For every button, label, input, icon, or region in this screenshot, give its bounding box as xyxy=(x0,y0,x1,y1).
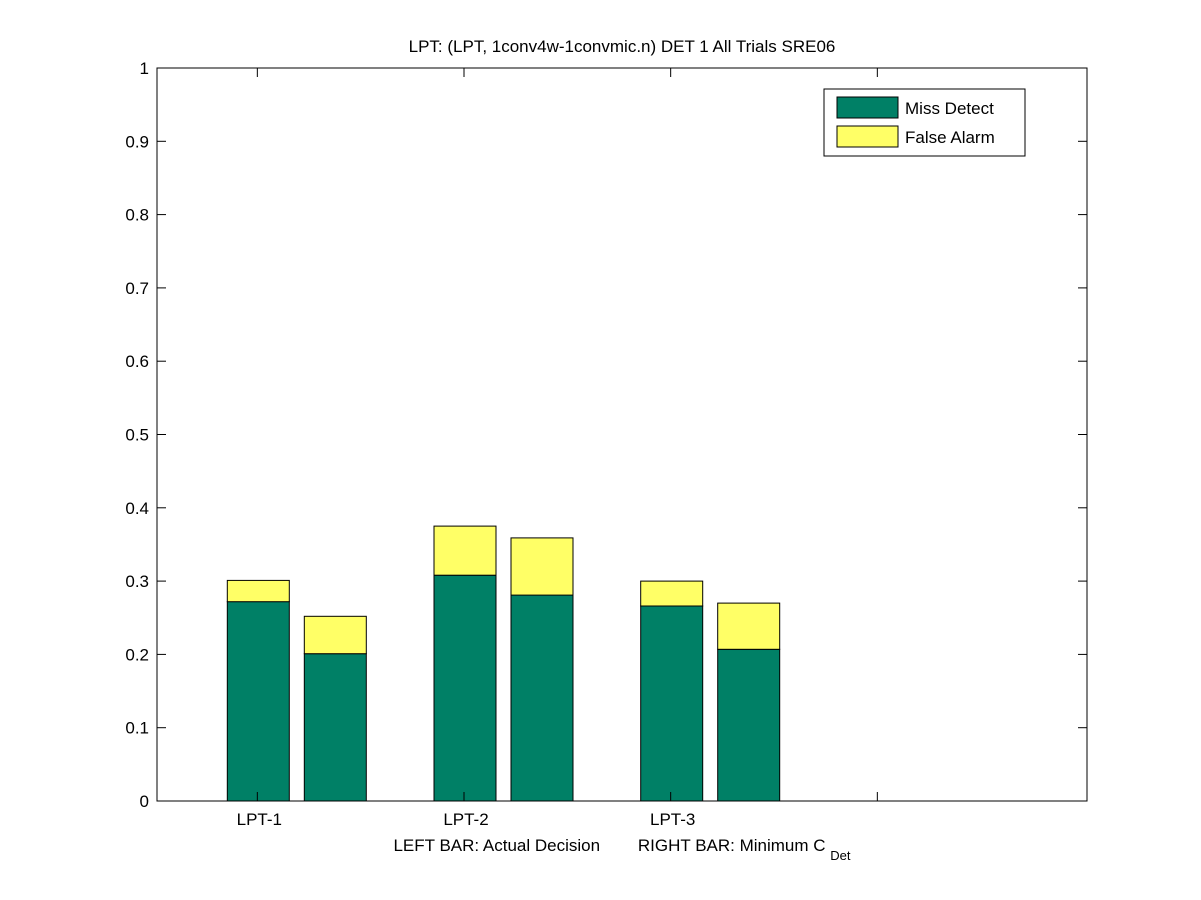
legend-label-miss-detect: Miss Detect xyxy=(905,99,994,118)
y-axis-tick-labels: 0 0.1 0.2 0.3 0.4 0.5 0.6 0.7 0.8 0.9 1 xyxy=(125,59,149,811)
bar-lpt-1-left-false-alarm xyxy=(226,579,290,603)
y-tick-label: 0.9 xyxy=(125,132,149,151)
legend-label-false-alarm: False Alarm xyxy=(905,128,995,147)
x-axis-label-gap xyxy=(605,836,633,855)
bar-lpt-1-right-false-alarm xyxy=(303,615,367,655)
legend-swatch-miss-detect xyxy=(836,96,899,119)
y-tick-label: 0.1 xyxy=(125,719,149,738)
bars-layer xyxy=(226,525,781,802)
axis-ticks xyxy=(157,67,1087,802)
x-axis-tick-labels: LPT-1 LPT-2 LPT-3 xyxy=(237,810,696,829)
x-axis-label-subscript: Det xyxy=(830,848,851,863)
y-tick-label: 0.6 xyxy=(125,352,149,371)
x-axis-label: LEFT BAR: Actual Decision RIGHT BAR: Min… xyxy=(393,836,850,863)
x-axis-label-right: RIGHT BAR: Minimum C xyxy=(638,836,826,855)
bar-lpt-3-left-miss-detect xyxy=(640,605,704,802)
bar-lpt-3-right-miss-detect xyxy=(717,648,781,802)
y-tick-label: 0.5 xyxy=(125,426,149,445)
y-tick-label: 1 xyxy=(140,59,149,78)
x-tick-label: LPT-1 xyxy=(237,810,282,829)
bar-lpt-3-left-false-alarm xyxy=(640,580,704,607)
y-tick-label: 0.4 xyxy=(125,499,149,518)
x-tick-label: LPT-3 xyxy=(650,810,695,829)
y-tick-label: 0.2 xyxy=(125,645,149,664)
y-tick-label: 0.8 xyxy=(125,206,149,225)
bar-lpt-2-left-miss-detect xyxy=(433,574,497,802)
chart-title: LPT: (LPT, 1conv4w-1convmic.n) DET 1 All… xyxy=(409,37,836,56)
plot-area-frame xyxy=(156,67,1088,802)
bar-lpt-1-right-miss-detect xyxy=(303,653,367,802)
bar-lpt-1-left-miss-detect xyxy=(226,601,290,802)
x-tick-label: LPT-2 xyxy=(443,810,488,829)
bar-lpt-2-left-false-alarm xyxy=(433,525,497,576)
y-tick-label: 0.3 xyxy=(125,572,149,591)
bar-lpt-2-right-miss-detect xyxy=(510,594,574,802)
x-axis-label-left: LEFT BAR: Actual Decision xyxy=(393,836,600,855)
bar-lpt-3-right-false-alarm xyxy=(717,602,781,650)
legend-swatch-false-alarm xyxy=(836,125,899,148)
legend: Miss Detect False Alarm xyxy=(823,88,1026,157)
y-tick-label: 0.7 xyxy=(125,279,149,298)
bar-lpt-2-right-false-alarm xyxy=(510,537,574,596)
y-tick-label: 0 xyxy=(140,792,149,811)
